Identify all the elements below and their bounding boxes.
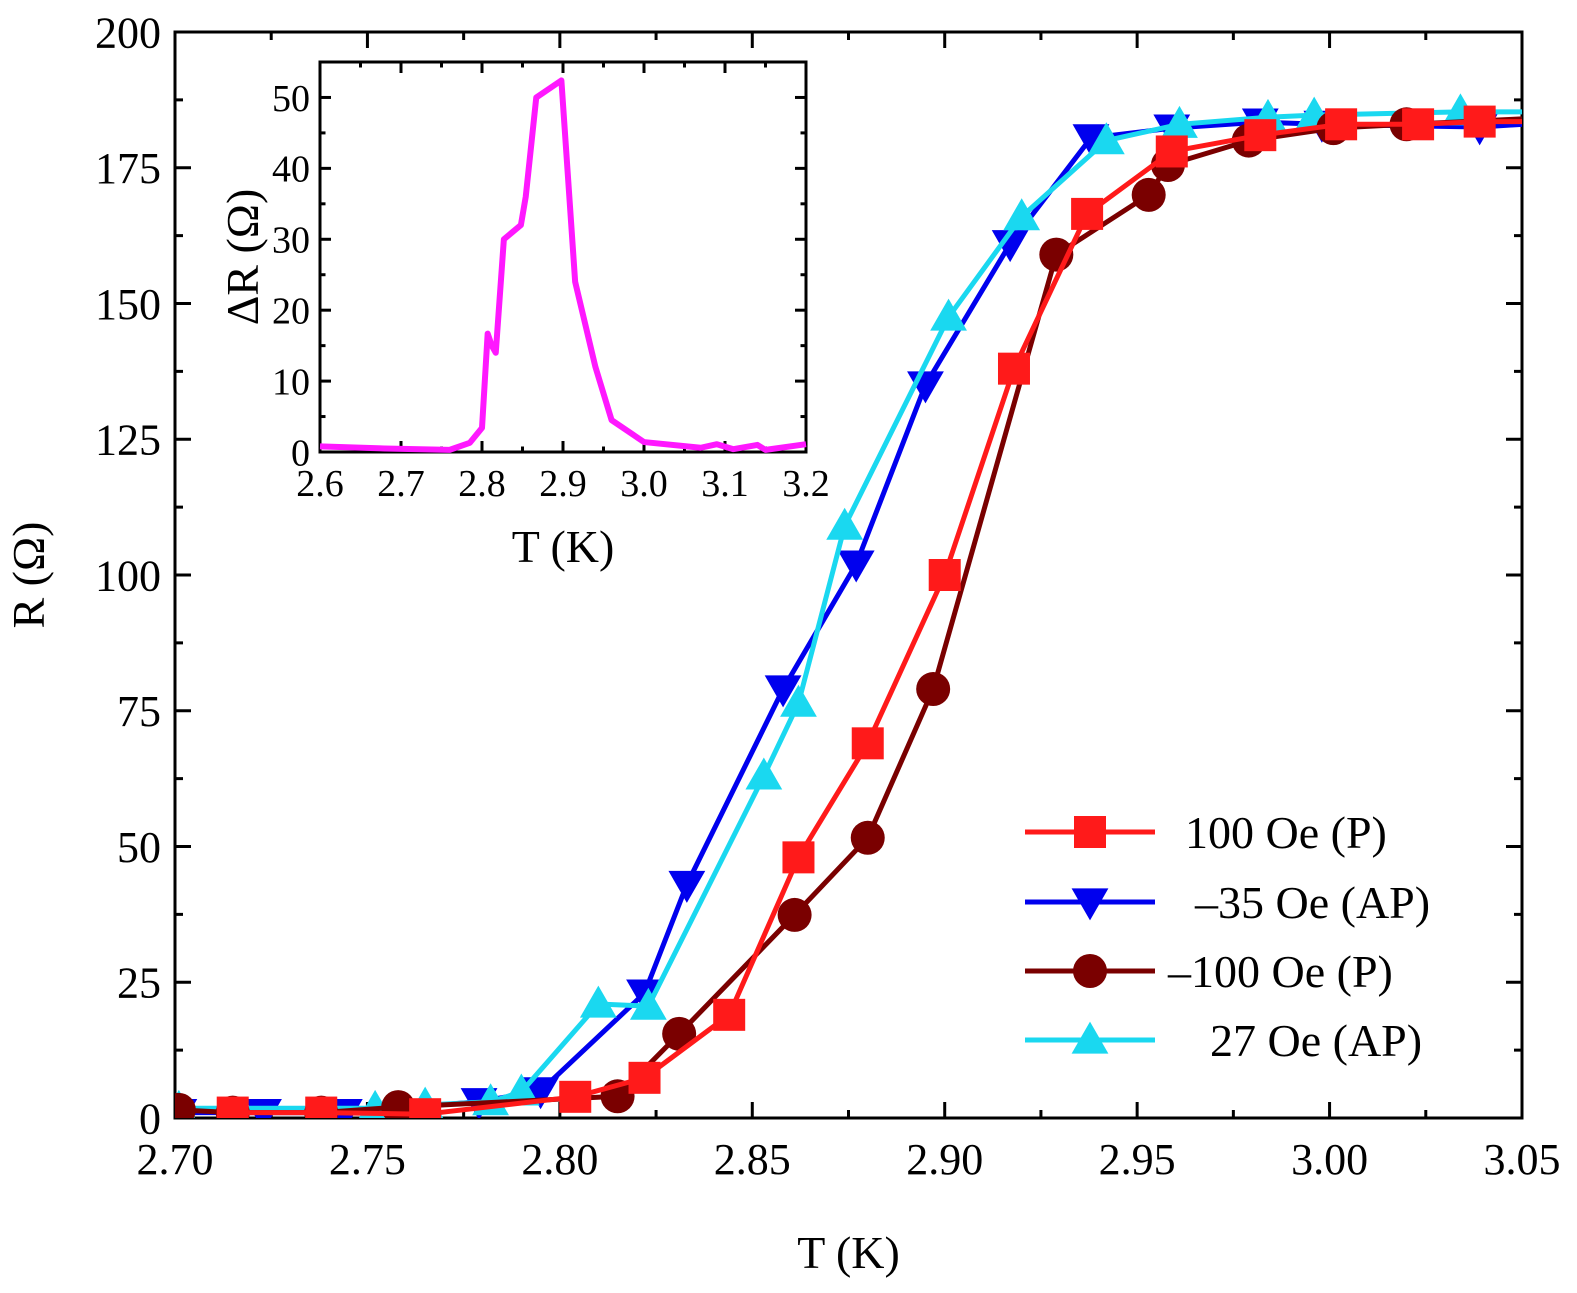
marker-circle (1131, 177, 1166, 212)
legend-label: –100 Oe (P) (1167, 946, 1393, 997)
marker-triangle-up (826, 507, 864, 540)
y-tick-label: 40 (272, 149, 310, 191)
marker-square (216, 1096, 249, 1118)
y-tick-label: 200 (95, 8, 161, 57)
marker-triangle-up (1087, 122, 1125, 155)
marker-circle (1073, 954, 1107, 988)
x-tick-label: 2.90 (906, 1135, 983, 1184)
inset-x-axis-label: T (K) (512, 521, 615, 572)
x-tick-label: 2.75 (329, 1135, 406, 1184)
y-tick-label: 30 (272, 220, 310, 262)
series-0 (216, 105, 1522, 1118)
marker-square (1463, 105, 1496, 138)
y-tick-label: 175 (95, 144, 161, 193)
marker-triangle-up (629, 987, 667, 1020)
legend-item: 27 Oe (AP) (1025, 1015, 1422, 1066)
series-line (178, 116, 1522, 1116)
y-tick-label: 10 (272, 361, 310, 403)
marker-triangle-down (837, 550, 875, 583)
marker-triangle-up (1071, 1021, 1109, 1054)
x-tick-label: 2.6 (296, 463, 344, 505)
x-tick-label: 2.70 (137, 1135, 214, 1184)
x-tick-label: 3.00 (1291, 1135, 1368, 1184)
y-tick-label: 0 (139, 1094, 161, 1143)
marker-triangle-down (1071, 888, 1109, 921)
legend-label: 100 Oe (P) (1185, 807, 1387, 858)
marker-triangle-down (522, 1077, 560, 1110)
marker-triangle-up (780, 684, 817, 717)
x-tick-label: 2.9 (539, 463, 587, 505)
x-tick-label: 3.1 (701, 463, 749, 505)
marker-triangle-up (1161, 105, 1198, 138)
y-tick-label: 50 (272, 78, 310, 120)
x-tick-label: 3.2 (782, 463, 830, 505)
marker-square (1074, 816, 1106, 848)
marker-square (628, 1061, 661, 1094)
y-tick-label: 150 (95, 280, 161, 329)
marker-triangle-down (1072, 124, 1110, 157)
x-tick-label: 3.05 (1484, 1135, 1561, 1184)
marker-circle (175, 1092, 196, 1118)
y-tick-label: 0 (291, 432, 310, 474)
marker-square (928, 559, 961, 591)
legend-item: 100 Oe (P) (1025, 807, 1387, 858)
y-tick-label: 100 (95, 551, 161, 600)
legend-item: –35 Oe (AP) (1025, 877, 1430, 928)
marker-triangle-up (1003, 198, 1041, 231)
marker-circle (916, 672, 951, 707)
marker-triangle-down (668, 870, 706, 903)
marker-square (305, 1096, 338, 1118)
x-axis-label: T (K) (797, 1227, 900, 1278)
marker-square (851, 727, 884, 760)
y-tick-label: 20 (272, 290, 310, 332)
inset-series-line (319, 77, 807, 453)
marker-circle (850, 820, 885, 855)
marker-circle (381, 1090, 416, 1118)
x-tick-label: 2.85 (714, 1135, 791, 1184)
y-tick-label: 50 (117, 823, 161, 872)
marker-square (1325, 108, 1358, 141)
marker-square (1155, 135, 1188, 168)
y-tick-label: 25 (117, 959, 161, 1008)
marker-square (559, 1080, 592, 1113)
y-tick-label: 125 (95, 416, 161, 465)
marker-square (409, 1098, 442, 1118)
legend: 100 Oe (P) –35 Oe (AP) –100 Oe (P) 27 Oe (A… (1025, 807, 1430, 1066)
marker-square (713, 998, 746, 1031)
main-plot: 2.70 2.75 2.80 2.85 2.90 2.95 3.00 3.0502550751… (3, 8, 1561, 1278)
marker-triangle-up (745, 757, 783, 790)
x-tick-label: 2.95 (1099, 1135, 1176, 1184)
x-tick-label: 2.80 (521, 1135, 598, 1184)
marker-square (782, 841, 815, 874)
inset-y-axis-label: ΔR (Ω) (217, 189, 268, 326)
x-tick-label: 2.8 (458, 463, 506, 505)
x-tick-label: 2.7 (377, 463, 425, 505)
marker-square (1071, 197, 1104, 230)
marker-triangle-down (764, 675, 802, 708)
marker-triangle-up (502, 1073, 540, 1106)
marker-square (1244, 119, 1277, 152)
marker-square (997, 352, 1030, 385)
marker-circle (662, 1016, 697, 1051)
marker-circle (777, 897, 812, 932)
x-tick-label: 3.0 (620, 463, 668, 505)
inset-plot: 2.6 2.7 2.8 2.9 3.0 3.1 3.2 0 10 20 30 40 50 T (K) ΔR … (217, 60, 830, 572)
marker-triangle-down (991, 230, 1029, 263)
y-axis-label: R (Ω) (3, 521, 54, 628)
marker-triangle-up (930, 298, 967, 331)
legend-item: –100 Oe (P) (1025, 946, 1393, 997)
legend-label: –35 Oe (AP) (1194, 877, 1430, 928)
marker-triangle-up (579, 985, 617, 1018)
marker-square (1402, 108, 1435, 141)
legend-label: 27 Oe (AP) (1210, 1015, 1422, 1066)
y-tick-label: 75 (117, 687, 161, 736)
